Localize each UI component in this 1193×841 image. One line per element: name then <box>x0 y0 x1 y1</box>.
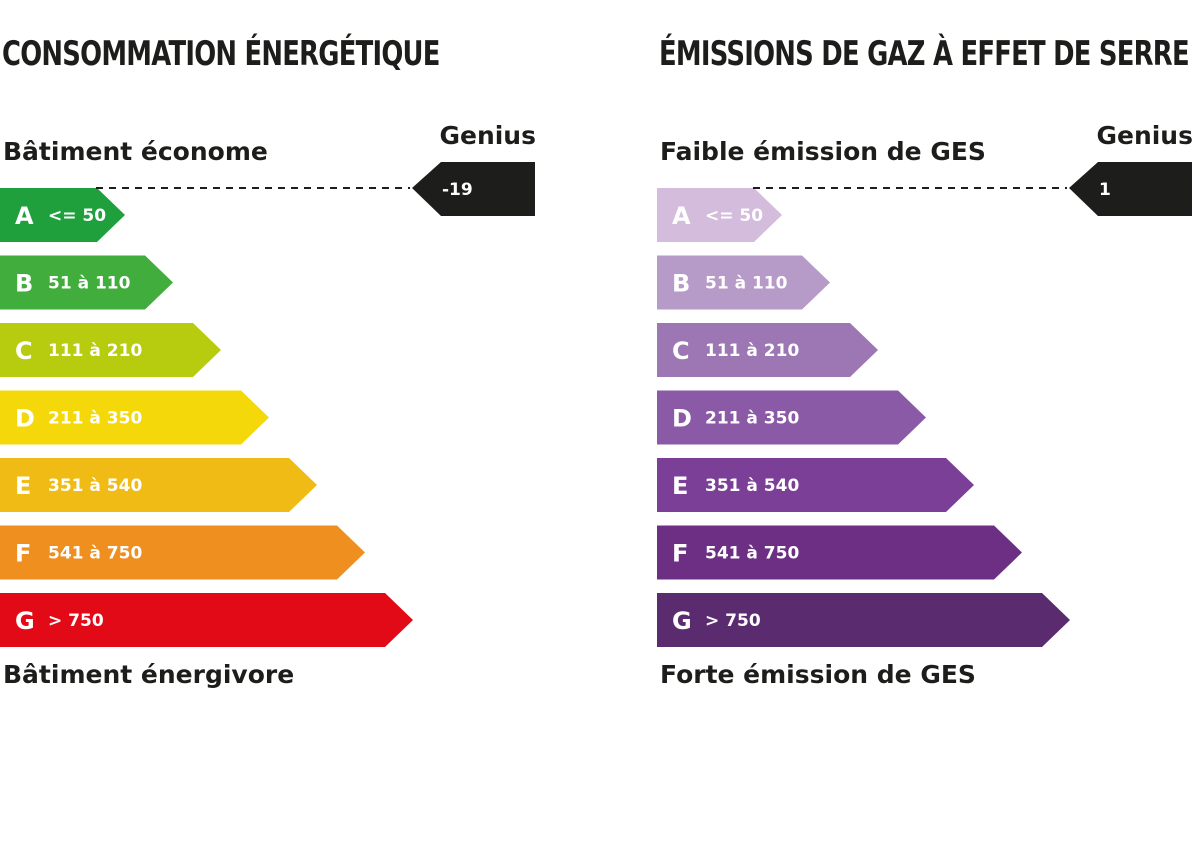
rating-class-g: G > 750 <box>0 593 413 647</box>
rating-class-g: G > 750 <box>657 593 1070 647</box>
rating-arrow <box>657 458 974 512</box>
ges-rating-scale: A <= 50 B 51 à 110 C 111 à 210 D 211 à 350 E 351 … <box>657 0 1193 660</box>
rating-class-b: B 51 à 110 <box>0 255 173 310</box>
rating-range: 351 à 540 <box>48 476 142 496</box>
energy-rating-scale: A <= 50 B 51 à 110 C 111 à 210 D 211 à 350 E 351 … <box>0 0 540 660</box>
marker-value: 1 <box>1099 180 1111 200</box>
rating-letter: G <box>15 607 35 635</box>
worst-class-label: Forte émission de GES <box>660 660 976 689</box>
worst-class-label: Bâtiment énergivore <box>3 660 295 689</box>
rating-range: 211 à 350 <box>48 409 142 429</box>
rating-range: 51 à 110 <box>705 274 788 294</box>
rating-range: 351 à 540 <box>705 476 799 496</box>
rating-letter: B <box>15 270 33 298</box>
rating-class-e: E 351 à 540 <box>657 458 974 512</box>
rating-class-c: C 111 à 210 <box>657 323 878 377</box>
rating-letter: A <box>15 202 34 230</box>
energy-rating-chart: A <= 50 B 51 à 110 C 111 à 210 D 211 à 350 E 351 … <box>0 162 535 647</box>
best-class-label: Faible émission de GES <box>660 137 986 166</box>
rating-range: 211 à 350 <box>705 409 799 429</box>
rating-arrow <box>0 255 173 310</box>
rating-letter: E <box>15 472 31 500</box>
rating-arrow <box>0 188 125 242</box>
rating-letter: E <box>672 472 688 500</box>
rating-range: 111 à 210 <box>48 341 142 361</box>
rating-class-a: A <= 50 <box>0 188 125 242</box>
rating-arrow <box>657 390 926 445</box>
rating-letter: C <box>15 337 33 365</box>
rating-arrow <box>0 593 413 647</box>
rating-class-f: F 541 à 750 <box>657 525 1022 580</box>
rating-range: 541 à 750 <box>48 544 142 564</box>
rating-arrow <box>657 188 782 242</box>
rating-letter: A <box>672 202 691 230</box>
ges-panel: ÉMISSIONS DE GAZ À EFFET DE SERRE Faible… <box>657 0 1193 841</box>
rating-range: 51 à 110 <box>48 274 131 294</box>
rating-class-c: C 111 à 210 <box>0 323 221 377</box>
rating-arrow <box>657 593 1070 647</box>
marker-pointer <box>412 162 535 216</box>
rating-class-e: E 351 à 540 <box>0 458 317 512</box>
rating-class-a: A <= 50 <box>657 188 782 242</box>
rating-letter: B <box>672 270 690 298</box>
rating-arrow <box>657 255 830 310</box>
rating-range: <= 50 <box>48 206 106 226</box>
panel-title: CONSOMMATION ÉNERGÉTIQUE <box>2 34 440 74</box>
rating-letter: F <box>672 540 688 568</box>
marker-badge: 1 <box>1069 162 1192 216</box>
marker-pointer <box>1069 162 1192 216</box>
rating-arrow <box>0 323 221 377</box>
rating-letter: G <box>672 607 692 635</box>
rating-range: 111 à 210 <box>705 341 799 361</box>
energy-panel: CONSOMMATION ÉNERGÉTIQUE Bâtiment économ… <box>0 0 540 841</box>
panel-title: ÉMISSIONS DE GAZ À EFFET DE SERRE <box>659 34 1190 74</box>
rating-class-f: F 541 à 750 <box>0 525 365 580</box>
rating-letter: F <box>15 540 31 568</box>
rating-range: > 750 <box>705 611 761 631</box>
rating-letter: D <box>15 405 35 433</box>
rating-arrow <box>657 323 878 377</box>
rating-range: 541 à 750 <box>705 544 799 564</box>
marker-badge: -19 <box>412 162 535 216</box>
marker-value: -19 <box>442 180 473 200</box>
rating-class-b: B 51 à 110 <box>657 255 830 310</box>
rating-arrow <box>657 525 1022 580</box>
rating-class-d: D 211 à 350 <box>657 390 926 445</box>
rating-arrow <box>0 390 269 445</box>
rating-range: > 750 <box>48 611 104 631</box>
rating-range: <= 50 <box>705 206 763 226</box>
rating-class-d: D 211 à 350 <box>0 390 269 445</box>
rating-arrow <box>0 458 317 512</box>
marker-caption: Genius <box>439 121 536 150</box>
rating-arrow <box>0 525 365 580</box>
best-class-label: Bâtiment économe <box>3 137 268 166</box>
marker-caption: Genius <box>1096 121 1193 150</box>
ges-rating-chart: A <= 50 B 51 à 110 C 111 à 210 D 211 à 350 E 351 … <box>657 162 1192 647</box>
rating-letter: D <box>672 405 692 433</box>
rating-letter: C <box>672 337 690 365</box>
